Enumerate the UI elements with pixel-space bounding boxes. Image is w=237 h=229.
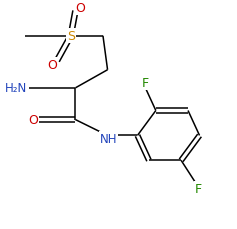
Text: F: F: [195, 182, 202, 195]
Text: O: O: [75, 2, 85, 15]
Text: O: O: [28, 114, 38, 126]
Text: O: O: [47, 58, 57, 71]
Text: NH: NH: [100, 133, 118, 146]
Text: S: S: [67, 30, 75, 43]
Text: H₂N: H₂N: [5, 82, 27, 95]
Text: F: F: [142, 76, 149, 89]
